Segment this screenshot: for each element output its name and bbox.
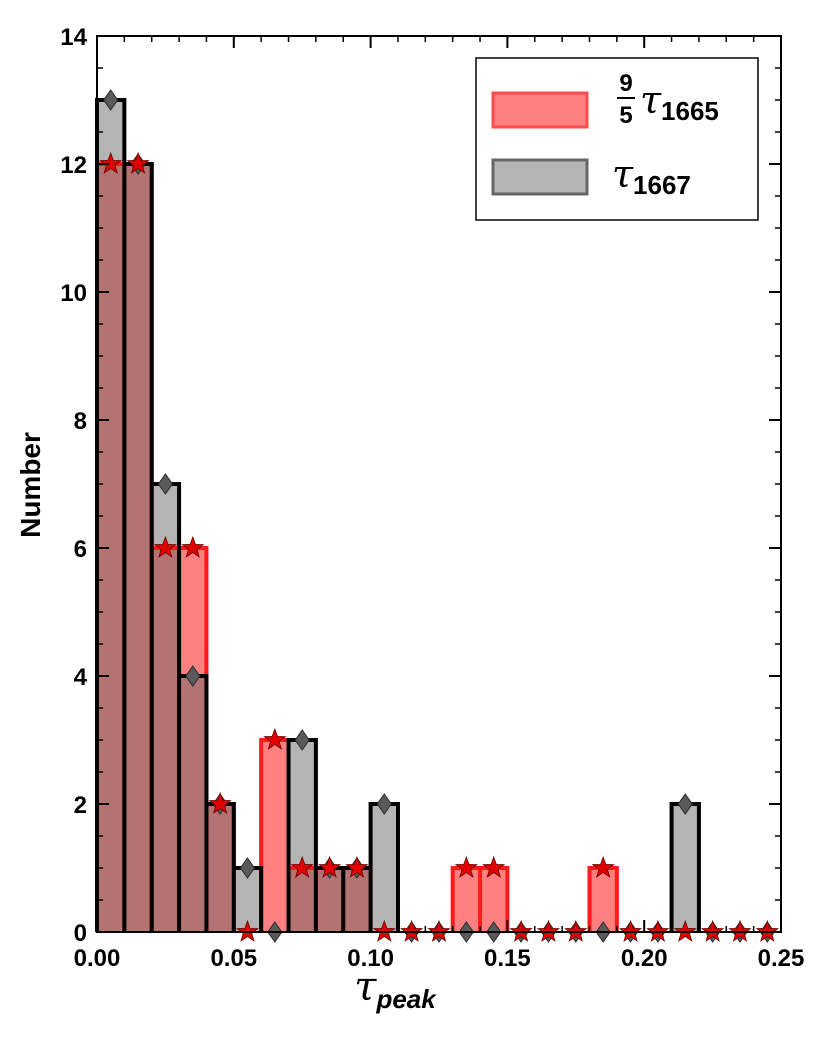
legend-fraction-numerator: 9	[619, 70, 632, 97]
tau1665-marker	[153, 535, 177, 558]
tau1665-marker	[728, 919, 752, 942]
tau1665-marker	[482, 855, 506, 878]
legend-label-tau1667: τ1667	[612, 152, 691, 200]
y-tick-label: 10	[60, 280, 87, 307]
tau1667-marker	[157, 473, 174, 495]
tau1667-marker	[185, 665, 201, 687]
tau1665-bar	[261, 740, 289, 932]
plot-axes	[96, 35, 782, 933]
svg-text:τ1665: τ1665	[640, 78, 719, 126]
legend-fraction-denominator: 5	[619, 102, 632, 129]
legend-subscript-tau1667: 1667	[633, 170, 691, 200]
x-tick-label: 0.25	[758, 945, 805, 972]
tau1665-marker	[99, 151, 123, 174]
y-tick-label: 4	[74, 664, 88, 691]
tau1665-marker	[208, 791, 232, 814]
tau1667-bar	[288, 740, 316, 868]
y-tick-label: 6	[74, 536, 87, 563]
x-tick-label: 0.00	[74, 945, 121, 972]
histogram-fills	[97, 100, 699, 932]
tau1665-marker	[536, 919, 561, 942]
legend: 9 5 τ1665 τ1667	[475, 57, 759, 221]
tau1667-marker	[239, 857, 256, 879]
tau1665-marker	[372, 919, 396, 942]
tau1665-marker	[235, 919, 260, 942]
legend-swatch-tau1665	[491, 91, 589, 129]
tau1665-marker	[181, 535, 205, 558]
overlap-bar	[151, 548, 180, 932]
overlap-bar	[288, 868, 316, 932]
tau1665-marker	[454, 855, 478, 878]
y-tick-label: 14	[60, 24, 87, 51]
legend-swatch-tau1667	[491, 158, 589, 196]
tau1665-marker	[345, 855, 369, 878]
x-axis-title: τpeak	[354, 964, 437, 1014]
tau1665-marker	[509, 919, 533, 942]
x-tick-label: 0.05	[210, 945, 257, 972]
y-tick-label: 12	[60, 152, 87, 179]
x-axis-title-symbol: τ	[354, 964, 377, 1010]
tau1665-marker	[317, 855, 342, 878]
tick-labels: 0.00 0.05 0.10 0.15 0.20 0.25 0 2 4 6 8 10 12 14	[60, 24, 804, 972]
tau1667-marker	[294, 729, 310, 751]
tau1667-marker	[376, 793, 392, 815]
tau1665-marker	[427, 919, 451, 942]
y-tick-label: 0	[74, 920, 87, 947]
tau1665-marker	[290, 855, 314, 878]
y-tick-label: 8	[74, 408, 87, 435]
x-tick-label: 0.10	[347, 945, 394, 972]
legend-subscript-tau1665: 1665	[661, 96, 719, 126]
legend-symbol-tau1667: τ	[612, 152, 634, 196]
tau1665-marker	[701, 919, 725, 942]
tau1665-marker	[673, 919, 697, 942]
x-axis-title-subscript: peak	[375, 984, 437, 1014]
legend-symbol-tau1665: τ	[640, 78, 662, 122]
overlap-bar	[124, 164, 152, 932]
tau1667-marker	[103, 89, 119, 111]
overlap-bar	[206, 804, 234, 932]
x-tick-label: 0.20	[621, 945, 668, 972]
x-tick-label: 0.15	[484, 945, 531, 972]
tau1667-marker	[677, 793, 693, 815]
tau1665-marker	[755, 919, 779, 942]
tau1665-marker	[564, 919, 588, 942]
y-tick-label: 2	[74, 792, 87, 819]
tau1665-marker	[263, 727, 287, 750]
y-axis-title: Number	[15, 432, 46, 538]
tau1665-marker	[400, 919, 424, 942]
legend-label-tau1665: 9 5 τ1665	[617, 70, 719, 129]
tau1667-bar	[671, 804, 699, 932]
tau1665-marker	[591, 855, 615, 878]
tau1665-marker	[618, 919, 643, 942]
tau1665-marker	[126, 151, 150, 174]
tau1667-bar	[370, 804, 398, 932]
tau1665-marker	[646, 919, 670, 942]
tau1665-bar	[179, 548, 207, 676]
overlap-bar	[179, 676, 207, 932]
